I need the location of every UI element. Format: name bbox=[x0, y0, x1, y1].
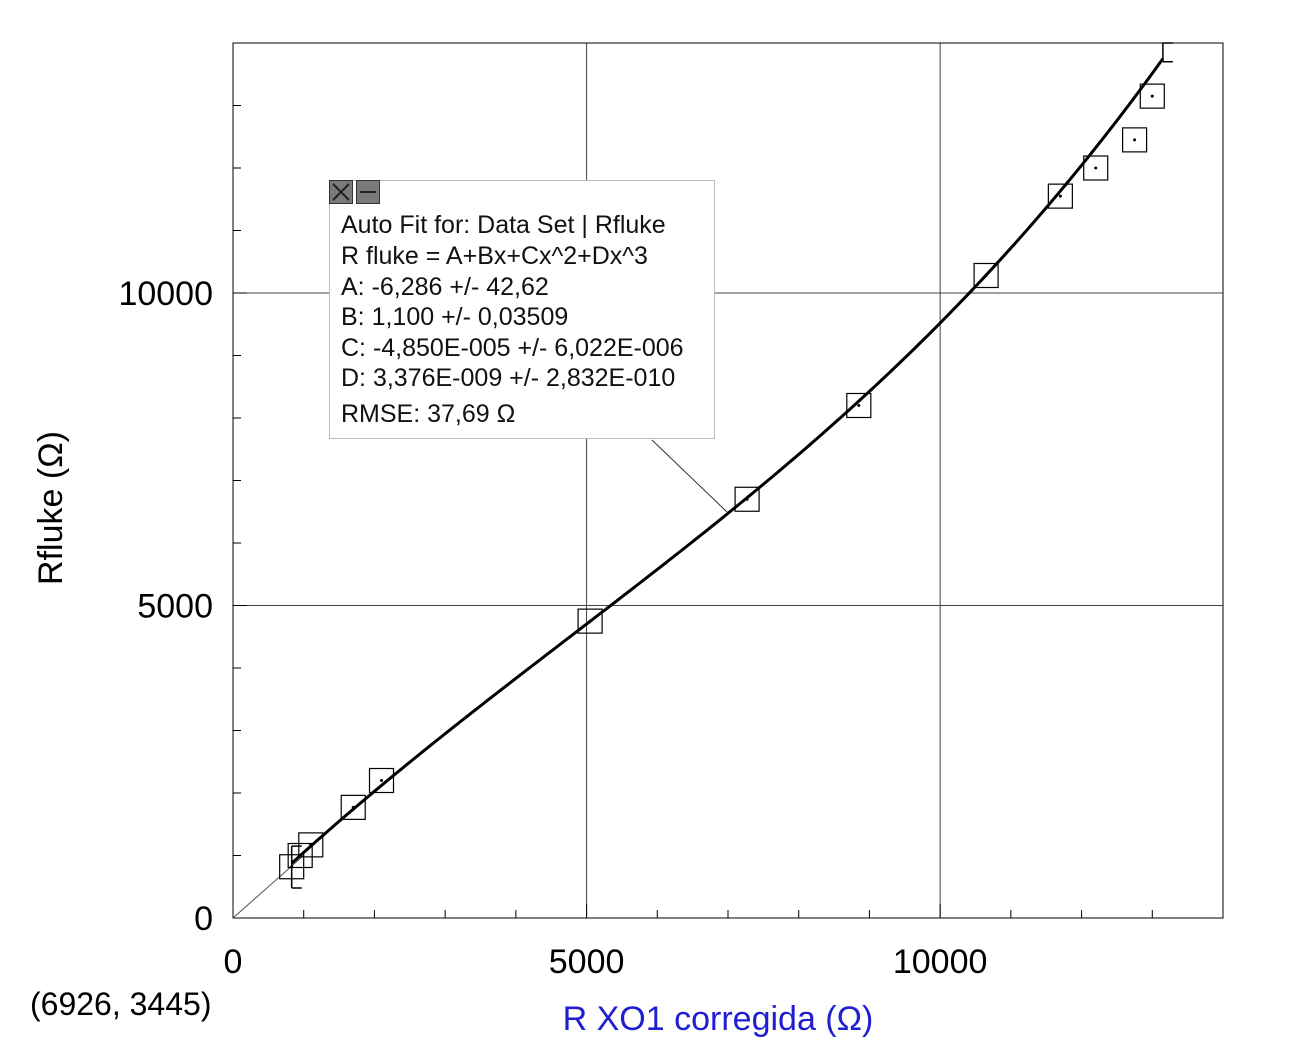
data-point bbox=[287, 842, 313, 869]
data-point-center bbox=[745, 497, 749, 501]
data-point-center bbox=[984, 274, 988, 277]
data-point bbox=[368, 767, 395, 794]
data-point bbox=[734, 486, 760, 512]
data-point bbox=[298, 832, 324, 858]
data-point bbox=[846, 392, 872, 419]
data-point-center bbox=[1094, 166, 1098, 170]
y-tick-label: 10000 bbox=[118, 275, 213, 313]
data-points bbox=[279, 83, 1165, 880]
data-point bbox=[577, 608, 603, 634]
fit-curve bbox=[290, 57, 1165, 865]
minor-ticks bbox=[232, 42, 1224, 919]
data-point bbox=[973, 262, 999, 289]
data-point-center bbox=[1150, 94, 1154, 98]
x-tick-label: 10000 bbox=[893, 943, 988, 981]
annotation-leader-line bbox=[651, 439, 728, 513]
cursor-coordinate-readout: (6926, 3445) bbox=[30, 986, 212, 1022]
fit-param-d: D: 3,376E-009 +/- 2,832E-010 bbox=[341, 364, 676, 392]
data-point-center bbox=[588, 619, 592, 623]
fit-title: Auto Fit for: Data Set | Rfluke bbox=[341, 211, 666, 239]
data-point-center bbox=[1133, 138, 1137, 142]
data-point-center bbox=[1058, 194, 1062, 198]
y-axis-title: Rfluke (Ω) bbox=[32, 431, 70, 585]
data-point-center bbox=[380, 779, 383, 782]
y-tick-label: 5000 bbox=[137, 588, 213, 626]
data-point-center bbox=[298, 854, 302, 857]
data-point bbox=[1083, 155, 1109, 181]
fit-equation: R fluke = A+Bx+Cx^2+Dx^3 bbox=[341, 242, 648, 270]
data-point bbox=[1139, 83, 1165, 109]
error-bars bbox=[290, 42, 1173, 889]
minimize-icon[interactable] bbox=[356, 180, 380, 204]
data-point bbox=[279, 854, 305, 880]
fit-param-b: B: 1,100 +/- 0,03509 bbox=[341, 303, 569, 331]
data-point bbox=[1047, 183, 1073, 209]
data-point bbox=[1122, 127, 1148, 153]
data-point-center bbox=[351, 805, 355, 809]
auto-fit-box[interactable]: Auto Fit for: Data Set | Rfluke R fluke … bbox=[329, 180, 715, 439]
fit-param-c: C: -4,850E-005 +/- 6,022E-006 bbox=[341, 334, 684, 362]
data-point bbox=[340, 794, 366, 820]
tick-labels: 0 5000 10000 0 5000 10000 bbox=[118, 275, 987, 981]
data-point-center bbox=[309, 843, 313, 847]
x-tick-label: 0 bbox=[224, 943, 243, 981]
fit-rmse: RMSE: 37,69 Ω bbox=[341, 400, 516, 428]
identity-line bbox=[232, 855, 305, 919]
x-axis-title: R XO1 corregida (Ω) bbox=[563, 1000, 874, 1038]
fit-param-a: A: -6,286 +/- 42,62 bbox=[341, 273, 549, 301]
x-tick-label: 5000 bbox=[549, 943, 625, 981]
y-tick-label: 0 bbox=[194, 900, 213, 938]
data-point-center bbox=[857, 404, 861, 407]
close-icon[interactable] bbox=[329, 180, 353, 204]
